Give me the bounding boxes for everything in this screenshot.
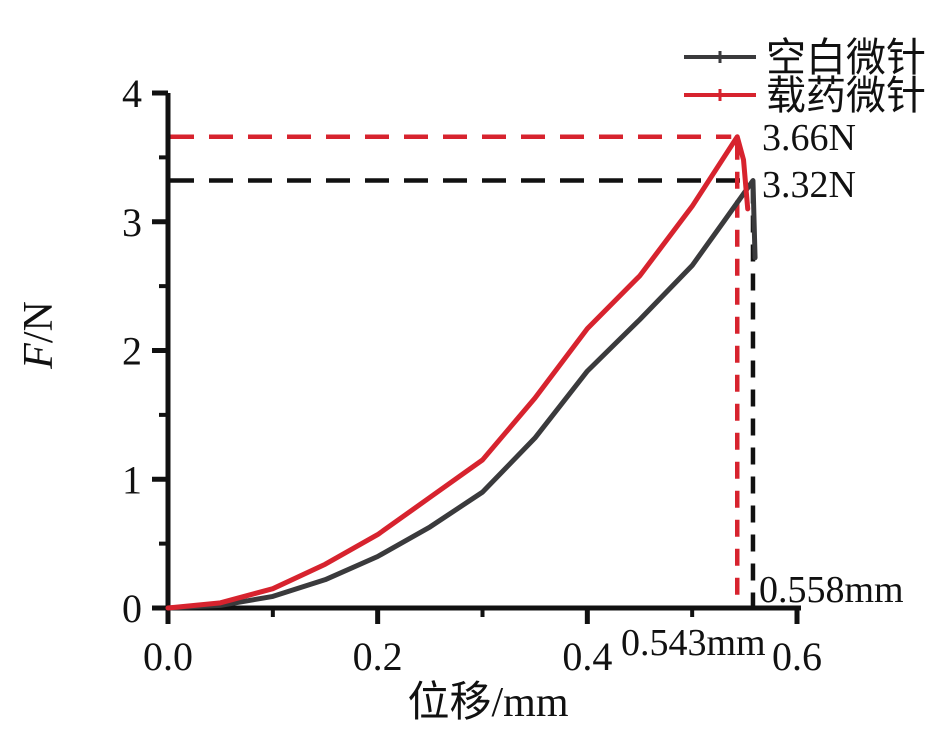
axis-lines [165,93,801,611]
y-axis-title: F/N [16,301,62,370]
data-curves-layer [165,134,758,611]
y-tick-label: 1 [122,457,142,502]
legend-label-blank-microneedle: 空白微针 [766,35,926,80]
legend-item-blank: 空白微针 [684,35,926,80]
x-tick-label: 0.6 [772,634,822,679]
x-tick-label: 0.0 [143,634,193,679]
annotation-peak-force-black: 3.32N [762,164,856,206]
y-axis-title-unit: /N [16,301,62,343]
legend-label-drug-loaded-microneedle: 载药微针 [766,73,926,118]
y-tick-label: 3 [122,200,142,245]
curve-drug-loaded-microneedle [165,134,751,611]
y-tick-label: 2 [122,329,142,374]
y-tick-label: 0 [122,586,142,631]
annotation-peak-force-red: 3.66N [762,117,856,159]
legend-item-drug-loaded: 载药微针 [684,73,926,118]
legend: 空白微针 载药微针 [684,35,926,118]
y-axis-title-symbol: F [16,343,62,370]
annotation-peak-displacement-red: 0.543mm [621,622,766,664]
x-tick-label: 0.4 [562,634,612,679]
y-tick-label: 4 [122,71,142,116]
x-tick-label: 0.2 [353,634,403,679]
axes-layer: 0.0 0.2 0.4 0.6 0 1 2 3 4 [122,71,822,679]
reference-lines-layer [170,134,756,606]
annotation-peak-displacement-black: 0.558mm [759,569,904,611]
curve-blank-microneedle [165,178,758,611]
svg-text:F/N: F/N [16,301,62,370]
x-axis-title: 位移/mm [407,679,568,726]
